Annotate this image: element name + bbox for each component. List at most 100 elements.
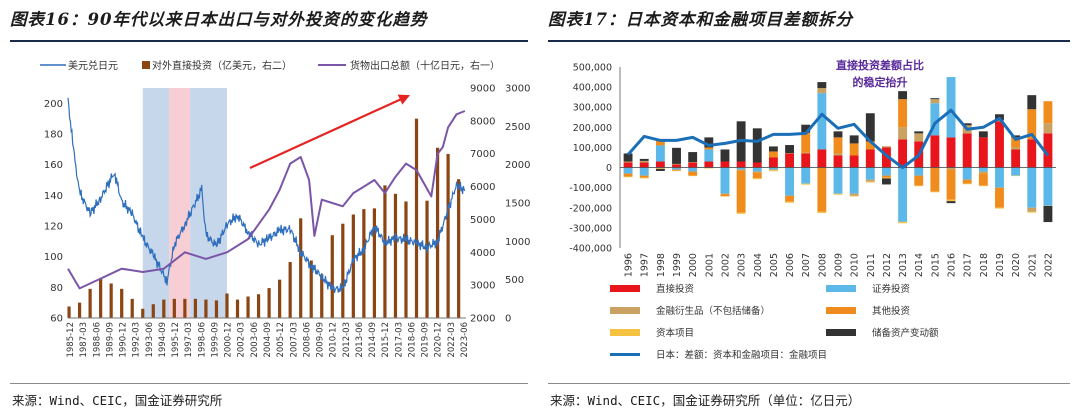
stack-bar-证券投资 — [736, 167, 746, 170]
stack-bar-储备资产变动额 — [768, 146, 778, 152]
fdi-bar — [151, 304, 155, 318]
right-source-rule — [548, 383, 1070, 384]
right-x-tick: 2016 — [947, 253, 958, 277]
stack-bar-储备资产变动额 — [655, 168, 665, 171]
x-axis-tick: 2002-03 — [237, 322, 247, 358]
stack-bar-直接投资 — [639, 162, 649, 168]
stack-bar-其他投资 — [623, 173, 633, 177]
stack-bar-金融衍生品（不包括储备） — [978, 171, 988, 174]
stack-bar-金融衍生品（不包括储备） — [833, 153, 843, 156]
fdi-bar — [256, 294, 261, 318]
x-axis-tick: 2003-06 — [250, 322, 260, 358]
stack-bar-直接投资 — [849, 155, 859, 168]
stack-bar-资本项目 — [1027, 211, 1037, 213]
right-y-tick: 100,000 — [573, 143, 612, 154]
legend-label-2: 金融衍生品（不包括储备） — [656, 305, 770, 317]
stack-bar-储备资产变动额 — [914, 131, 924, 134]
fdi-bar — [246, 296, 250, 318]
stack-bar-储备资产变动额 — [720, 149, 730, 162]
right-source-note: 来源：Wind、CEIC，国金证券研究所（单位：亿日元） — [550, 393, 861, 408]
stack-bar-资本项目 — [946, 199, 956, 202]
right-x-tick: 2008 — [817, 253, 828, 277]
right-x-tick: 1996 — [624, 253, 635, 277]
right-y-tick: 0 — [606, 163, 612, 174]
stack-bar-储备资产变动额 — [752, 128, 762, 163]
stack-bar-储备资产变动额 — [672, 147, 681, 164]
stack-bar-其他投资 — [1027, 109, 1037, 140]
trend-arrow — [249, 94, 411, 170]
stack-bar-证券投资 — [962, 167, 972, 180]
stack-bar-其他投资 — [704, 147, 714, 150]
fdi-bar — [214, 300, 219, 318]
left-source-rule — [10, 383, 528, 384]
legend-label-1: 证券投资 — [872, 283, 911, 295]
left-axis-tick: 100 — [44, 252, 63, 263]
stack-bar-储备资产变动额 — [865, 113, 875, 142]
right-x-tick: 2009 — [834, 253, 845, 277]
stack-bar-直接投资 — [704, 161, 714, 168]
legend-label-3: 其他投资 — [872, 305, 911, 317]
right1-axis-tick: 4000 — [470, 248, 495, 259]
stack-bar-资本项目 — [801, 183, 811, 185]
right2-axis-tick: 2500 — [505, 122, 530, 133]
fdi-bar — [99, 278, 103, 318]
right2-axis-tick: 500 — [505, 275, 524, 286]
stack-bar-其他投资 — [785, 195, 794, 202]
stack-bar-直接投资 — [736, 161, 746, 168]
right-x-tick: 1999 — [672, 253, 683, 277]
right-x-tick: 2006 — [785, 253, 796, 277]
stack-bar-储备资产变动额 — [639, 158, 649, 161]
annotation-line-1: 直接投资差额占比 — [836, 58, 924, 72]
stack-bar-金融衍生品（不包括储备） — [736, 169, 746, 171]
stack-bar-其他投资 — [688, 171, 698, 176]
fdi-bar — [457, 179, 461, 318]
right-x-tick: 2019 — [995, 253, 1006, 277]
right-y-tick: 400,000 — [573, 83, 612, 94]
x-axis-tick: 2018-06 — [407, 322, 417, 358]
stack-bar-其他投资 — [978, 173, 988, 186]
left-figure-title: 图表16：90年代以来日本出口与对外投资的变化趋势 — [10, 10, 428, 29]
stack-bar-资本项目 — [914, 185, 924, 187]
fdi-bar — [204, 299, 208, 318]
stack-bar-储备资产变动额 — [817, 82, 827, 89]
fdi-bar — [309, 260, 313, 318]
stack-bar-资本项目 — [882, 177, 891, 179]
legend-label-5: 储备资产变动额 — [872, 327, 939, 339]
stack-bar-证券投资 — [801, 167, 811, 184]
left-axis-tick: 120 — [44, 222, 63, 233]
stack-bar-金融衍生品（不包括储备） — [882, 146, 891, 148]
stack-bar-证券投资 — [623, 167, 633, 174]
legend-fdi-label: 对外直接投资（亿美元，右二） — [152, 59, 292, 72]
stack-bar-资本项目 — [978, 185, 988, 187]
stack-bar-资本项目 — [720, 196, 730, 197]
x-axis-tick: 2023-06 — [460, 322, 470, 358]
stack-bar-其他投资 — [736, 170, 746, 213]
right-x-tick: 2007 — [801, 253, 812, 277]
stack-bar-金融衍生品（不包括储备） — [898, 127, 908, 140]
stack-bar-直接投资 — [978, 137, 988, 168]
x-axis-tick: 2020-12 — [434, 322, 444, 358]
stack-bar-证券投资 — [849, 167, 859, 194]
stack-bar-其他投资 — [801, 132, 811, 153]
legend-swatch-3 — [826, 307, 856, 314]
fdi-bar — [425, 200, 429, 318]
right2-axis-tick: 1000 — [505, 237, 530, 248]
fdi-bar — [435, 147, 440, 318]
fdi-bar — [267, 288, 271, 318]
stack-bar-证券投资 — [768, 167, 778, 170]
stack-bar-资本项目 — [849, 195, 859, 197]
legend-label-0: 直接投资 — [656, 283, 695, 295]
fdi-bar — [362, 209, 366, 318]
right-y-tick: 300,000 — [573, 103, 612, 114]
stack-bar-资本项目 — [688, 175, 698, 177]
right-x-tick: 2000 — [688, 253, 699, 277]
stack-bar-直接投资 — [882, 147, 891, 168]
stack-bar-金融衍生品（不包括储备） — [914, 133, 924, 142]
stack-bar-金融衍生品（不包括储备） — [849, 193, 859, 196]
stack-bar-证券投资 — [1043, 167, 1053, 206]
fdi-bar — [67, 306, 71, 318]
stack-bar-资本项目 — [639, 177, 649, 179]
stack-bar-证券投资 — [688, 167, 698, 172]
stack-bar-资本项目 — [785, 201, 794, 203]
fdi-bar — [172, 298, 176, 318]
